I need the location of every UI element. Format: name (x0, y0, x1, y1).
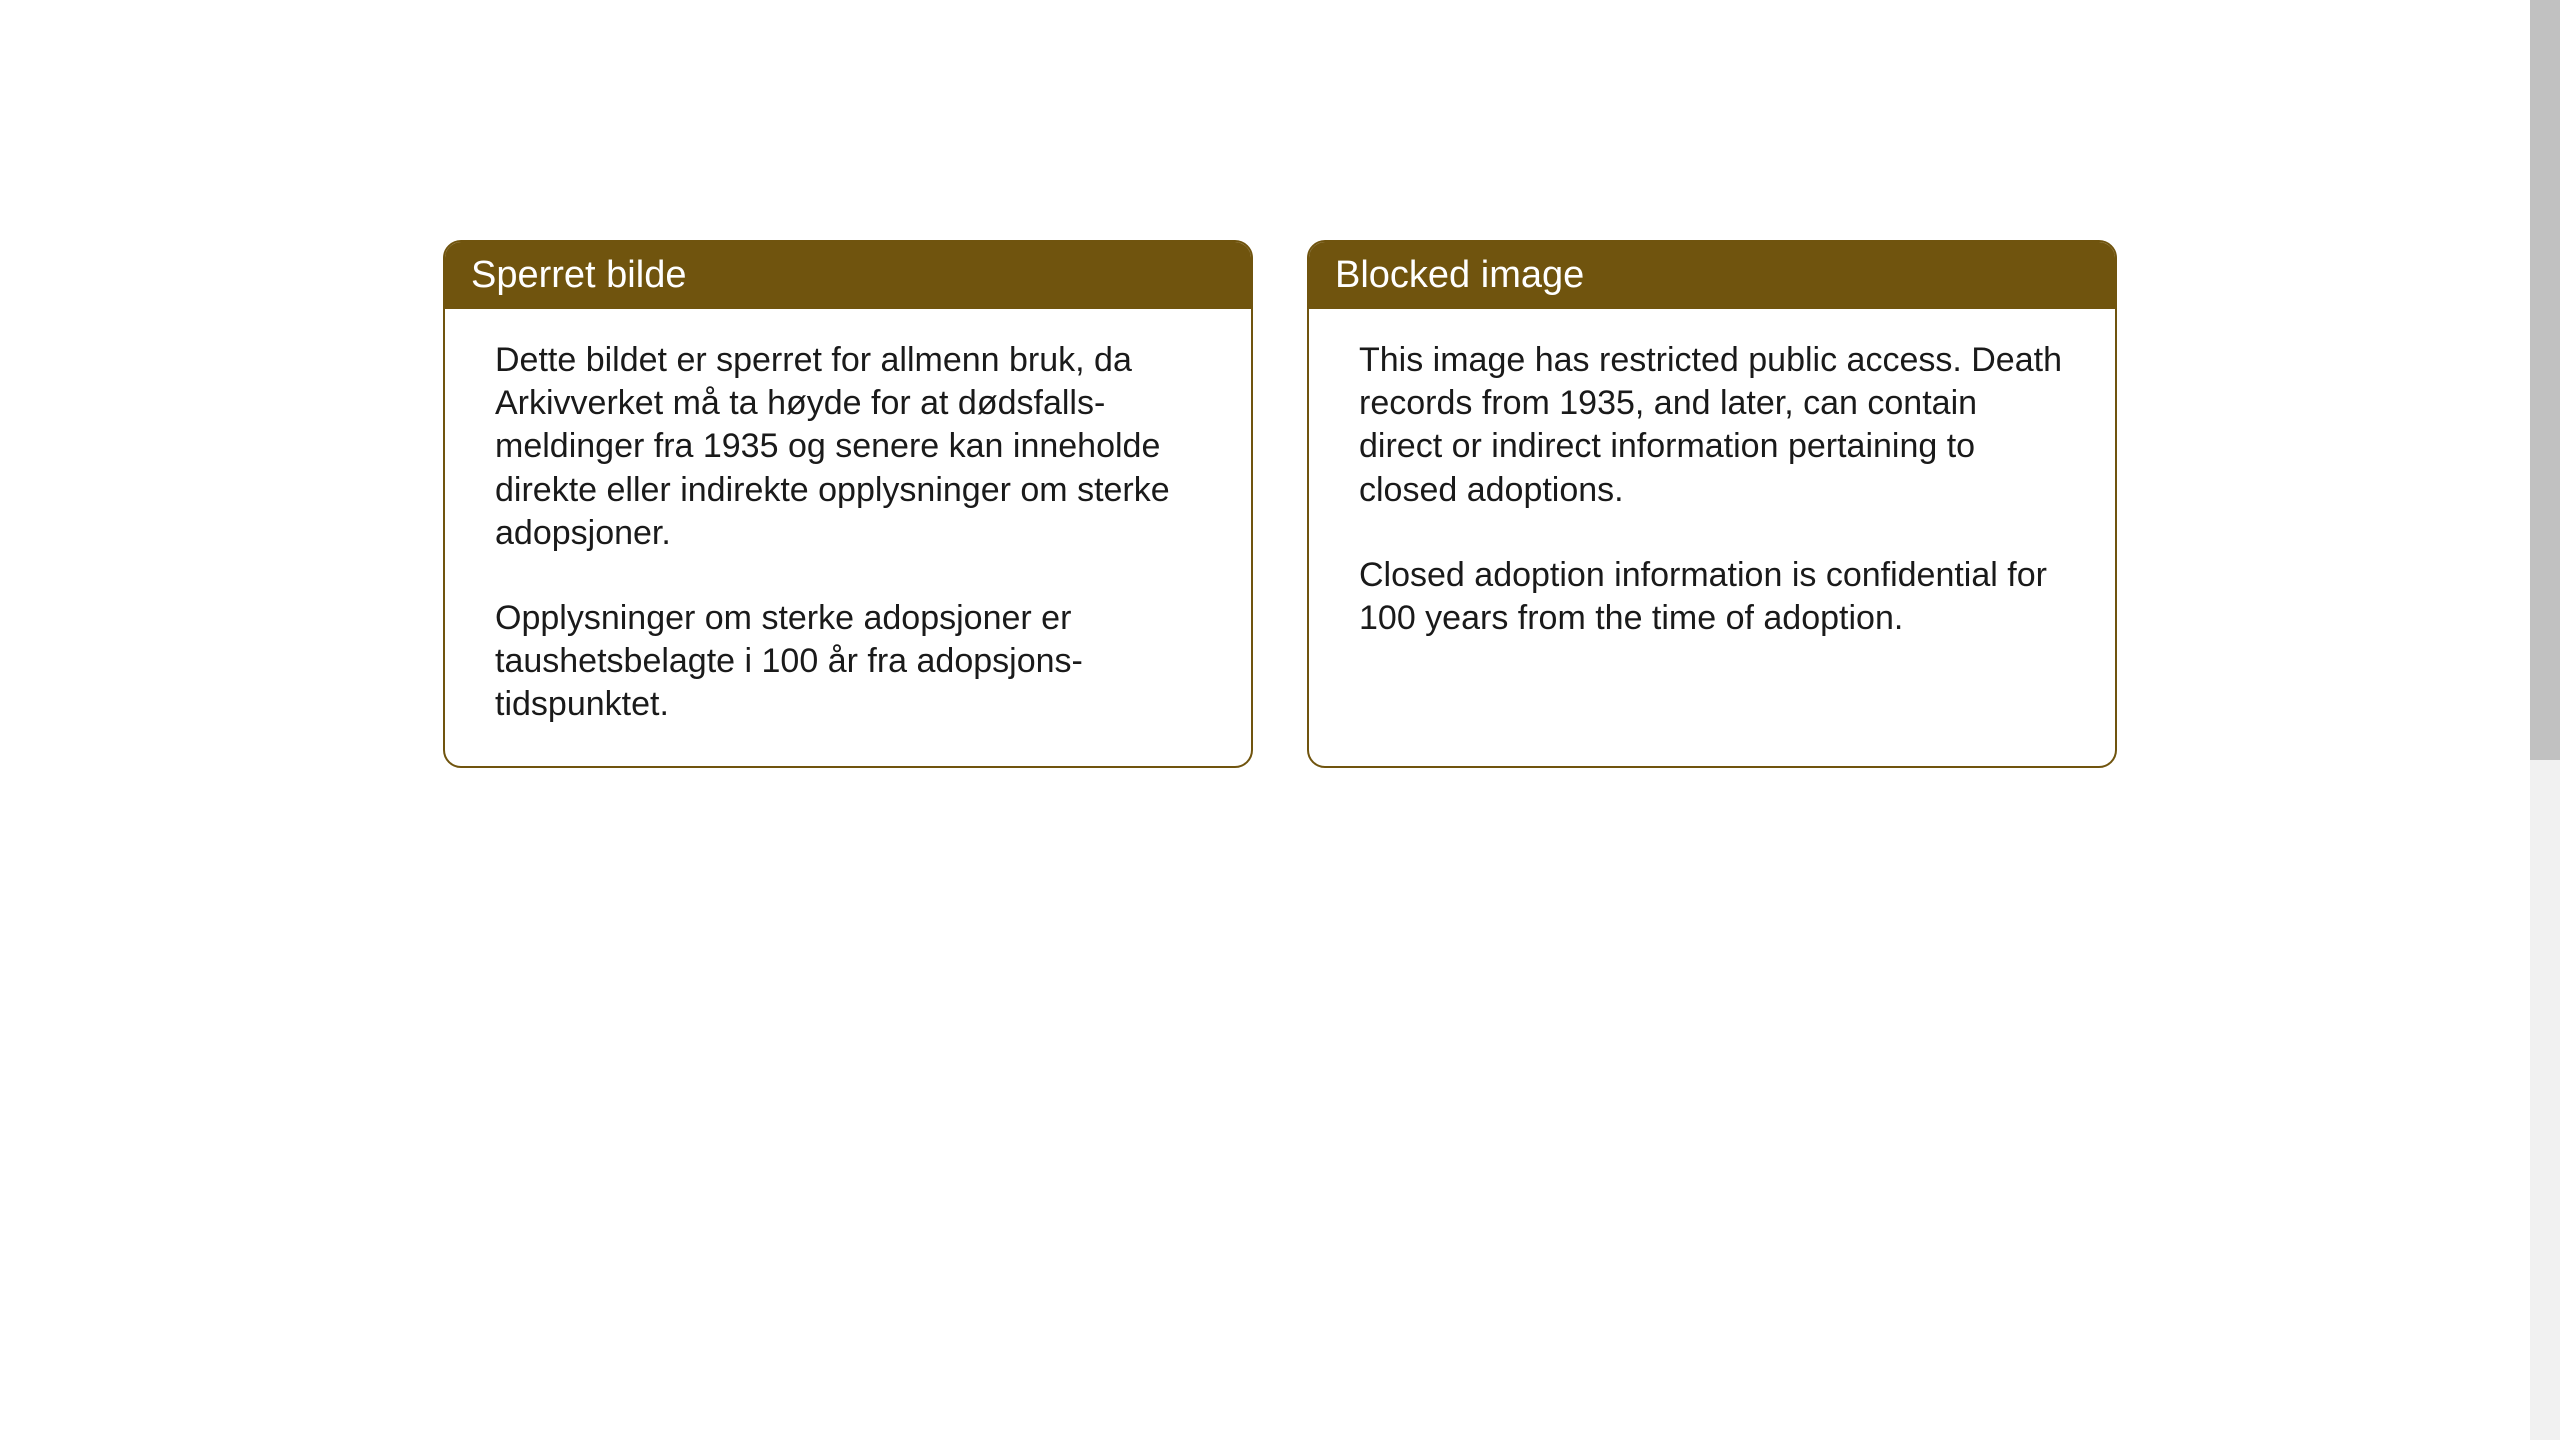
notice-paragraph-1-norwegian: Dette bildet er sperret for allmenn bruk… (495, 339, 1201, 555)
notice-header-norwegian: Sperret bilde (445, 242, 1251, 309)
notice-card-norwegian: Sperret bilde Dette bildet er sperret fo… (443, 240, 1253, 768)
notice-body-norwegian: Dette bildet er sperret for allmenn bruk… (445, 309, 1251, 766)
notice-paragraph-2-norwegian: Opplysninger om sterke adopsjoner er tau… (495, 597, 1201, 727)
scrollbar-thumb[interactable] (2530, 0, 2560, 760)
notice-paragraph-1-english: This image has restricted public access.… (1359, 339, 2065, 512)
scrollbar-track[interactable] (2530, 0, 2560, 1440)
notice-container: Sperret bilde Dette bildet er sperret fo… (443, 240, 2117, 768)
notice-paragraph-2-english: Closed adoption information is confident… (1359, 554, 2065, 640)
notice-header-english: Blocked image (1309, 242, 2115, 309)
notice-card-english: Blocked image This image has restricted … (1307, 240, 2117, 768)
notice-body-english: This image has restricted public access.… (1309, 309, 2115, 719)
